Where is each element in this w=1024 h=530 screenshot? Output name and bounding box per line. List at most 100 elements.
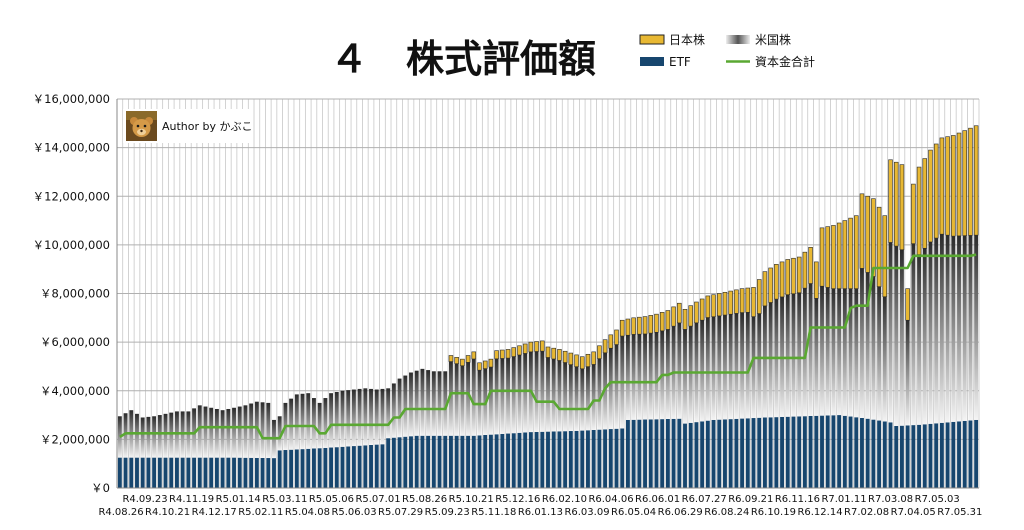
x-tick-label: R7.04.05 [891,507,936,518]
bar-us [945,235,950,423]
bar-japan [694,301,699,324]
bar-etf [945,422,950,488]
bar-us [511,356,516,434]
bar-japan [933,143,939,239]
bar-us [517,354,522,433]
bar-etf [791,416,796,488]
x-tick-label: R5.12.16 [495,494,540,505]
bar-us [157,415,162,458]
y-tick-label: ￥4,000,000 [40,384,110,398]
bar-us [757,313,762,418]
bar-etf [825,415,830,488]
bar-etf [568,431,573,488]
bar-us [631,334,636,420]
bar-us [260,402,265,458]
bar-japan [608,334,614,349]
bar-etf [380,444,385,488]
bar-japan [545,346,551,358]
bar-us [403,375,408,437]
bar-japan [774,264,779,300]
bar-us [431,371,436,436]
bar-us [894,246,899,427]
bar-japan [842,220,848,289]
bar-us [557,360,562,432]
bar-us [608,348,613,430]
bar-etf [534,431,539,488]
bar-japan [540,340,545,352]
x-tick-label: R7.01.11 [821,494,866,505]
bar-etf [694,422,699,488]
bar-us [745,312,750,419]
bar-japan [665,310,671,330]
bar-japan [911,183,916,244]
bar-japan [848,217,853,289]
x-tick-label: R6.05.04 [611,507,656,518]
bar-japan [511,347,516,357]
bar-us [797,292,802,417]
bar-japan [705,295,711,318]
bar-japan [973,125,979,236]
bar-us [380,388,385,445]
y-tick-label: ￥16,000,000 [33,92,110,106]
bar-etf [586,430,590,488]
bar-japan [928,149,933,243]
bar-etf [243,457,248,488]
bar-us [443,371,448,436]
bar-us [791,293,796,417]
x-tick-label: R4.11.19 [169,494,214,505]
bar-etf [808,415,813,488]
legend-label-etf: ETF [669,55,691,69]
bar-etf [146,457,151,488]
bar-etf [334,447,339,488]
bar-japan [551,347,556,360]
bar-us [917,254,922,425]
bar-us [934,238,939,424]
bar-etf [911,425,916,488]
bar-us [574,366,579,431]
bar-us [717,315,722,420]
bar-japan [688,305,693,327]
bar-us [728,314,733,420]
bar-us [203,406,208,458]
bar-us [426,370,431,436]
bar-japan [831,225,836,289]
bar-japan [968,127,973,236]
bar-us [580,368,585,431]
x-tick-label: R6.01.13 [518,507,563,518]
bar-us [471,358,476,436]
bar-etf [386,438,391,488]
bar-etf [488,434,493,488]
bar-japan [648,315,653,334]
bar-us [831,288,836,416]
chart-title: ４ 株式評価額 [330,37,596,81]
bar-japan [699,298,705,321]
bar-etf [317,448,322,488]
bar-etf [500,433,505,488]
bar-us [249,403,254,458]
bar-japan [528,341,534,353]
bar-japan [739,288,745,313]
title: ４ 株式評価額 [330,37,596,81]
bar-us [688,326,693,423]
legend-swatch-us [726,35,750,44]
bar-etf [917,424,922,488]
bar-japan [454,357,459,364]
bar-us [751,316,756,419]
x-tick-label: R6.10.19 [751,507,796,518]
bar-etf [283,450,288,488]
bar-etf [797,416,802,488]
bar-etf [934,423,939,488]
bar-us [277,416,282,451]
x-tick-label: R5.07.01 [355,494,400,505]
bar-etf [814,415,819,488]
bar-etf [186,457,191,488]
bar-us [848,288,853,417]
capital-line-group [119,253,977,440]
bar-etf [163,457,168,488]
bar-etf [420,435,425,488]
x-tick-label: R5.09.23 [425,507,470,518]
bar-etf [249,457,254,488]
bar-etf [209,457,214,488]
bar-japan [482,360,488,369]
bar-etf [842,415,847,488]
